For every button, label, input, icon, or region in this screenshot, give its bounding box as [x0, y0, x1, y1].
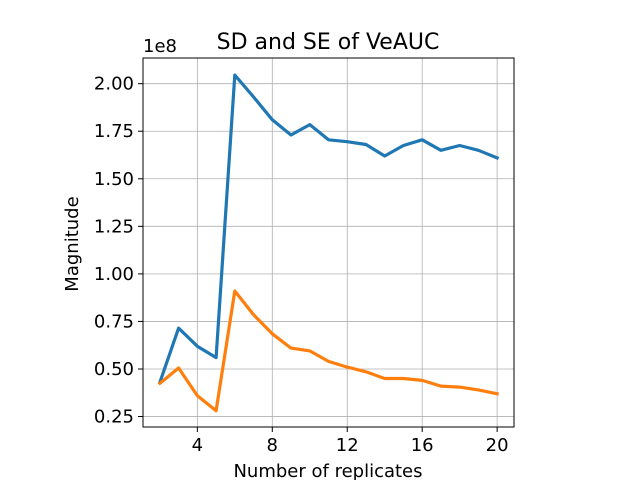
chart-title: SD and SE of VeAUC [217, 30, 440, 55]
x-tick-label: 20 [486, 435, 509, 456]
series-lines [157, 73, 500, 413]
y-tick-label: 1.50 [94, 169, 134, 190]
y-tick-label: 2.00 [94, 74, 134, 95]
series-line-1 [157, 73, 500, 385]
y-tick-label: 0.50 [94, 359, 134, 380]
y-axis-offset-label: 1e8 [143, 36, 177, 57]
grid-lines [143, 58, 514, 427]
y-axis-label: Magnitude [62, 196, 83, 291]
y-tick-label: 1.75 [94, 121, 134, 142]
series-line-2 [157, 289, 499, 413]
axis-ticks: 4 8 12 16 20 0.25 0.50 0.75 1.00 1.25 1.50 1.75 2.00 [94, 74, 509, 456]
x-tick-label: 8 [267, 435, 278, 456]
x-tick-label: 16 [411, 435, 434, 456]
plot-area-frame [142, 57, 515, 428]
y-tick-label: 1.00 [94, 264, 134, 285]
x-tick-label: 4 [192, 435, 203, 456]
y-tick-label: 0.25 [94, 407, 134, 428]
x-tick-label: 12 [336, 435, 359, 456]
y-tick-label: 0.75 [94, 311, 134, 332]
y-tick-label: 1.25 [94, 216, 134, 237]
x-axis-label: Number of replicates [233, 461, 422, 480]
